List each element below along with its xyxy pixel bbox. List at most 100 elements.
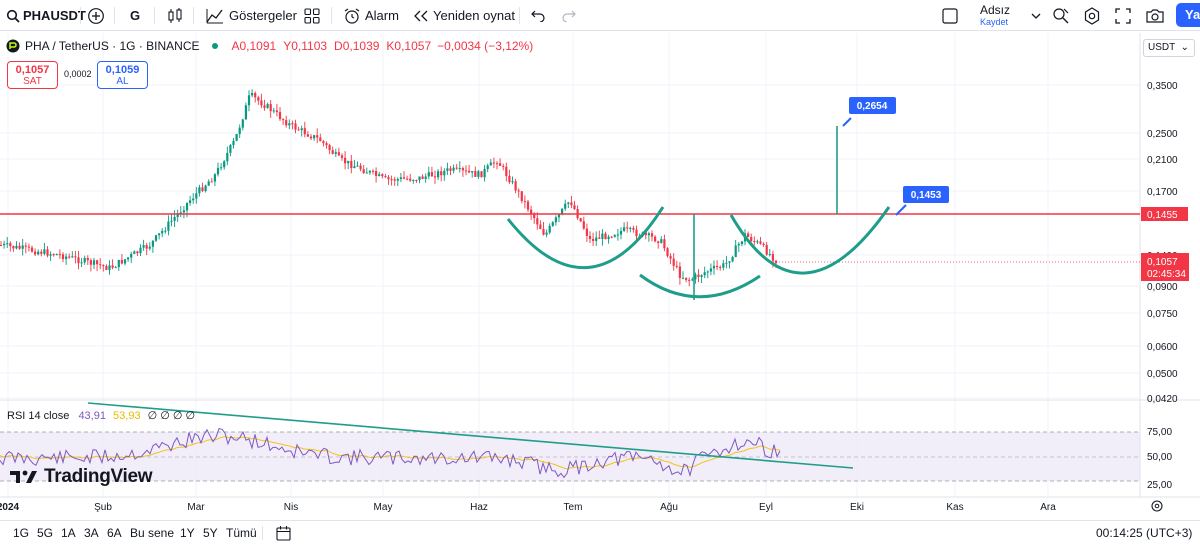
goto-date-calendar-icon[interactable] [276,525,292,541]
candle-body [632,227,635,230]
candle-body [712,265,716,269]
range-6m[interactable]: 6A [107,526,122,540]
bottom-separator [262,526,263,540]
rsi-ma-value: 53,93 [113,410,141,422]
redo-button[interactable] [562,0,576,31]
range-1d[interactable]: 1G [13,526,30,540]
rsi-legend[interactable]: RSI 14 close 43,91 53,93 ∅ ∅ ∅ ∅ [7,409,195,422]
candle-body [629,227,632,229]
candle-body [393,179,396,181]
candle-body [709,268,712,272]
publish-button[interactable]: Yay [1176,3,1200,27]
candle-body [192,198,195,201]
candle-body [229,145,232,153]
fullscreen-button[interactable] [1115,0,1131,31]
layout-menu-button[interactable] [1031,0,1041,31]
candle-body [356,165,359,167]
templates-button[interactable] [304,0,320,31]
bottom-toolbar: 1G 5G 1A 3A 6A Bu sene 1Y 5Y Tümü 00:14:… [0,520,1200,544]
candle-body [657,241,660,243]
candle-body [409,178,412,181]
price-tick-label: 0,3500 [1147,81,1178,92]
range-ytd[interactable]: Bu sene [130,526,175,540]
currency-select[interactable]: USDT ⌄ [1143,39,1195,57]
target-callout[interactable] [849,97,896,114]
candle-body [334,152,337,154]
axis-settings-button[interactable] [1151,500,1163,512]
candle-body [120,259,123,264]
candle-body [278,112,282,120]
candle-body [216,167,220,175]
candle-body [71,256,74,258]
price-tick-label: 0,0900 [1147,282,1178,293]
snapshot-button[interactable] [1145,0,1165,31]
range-1y[interactable]: 1Y [180,526,195,540]
sell-button[interactable]: 0,1057 SAT [7,61,58,89]
candle-body [55,254,58,256]
range-1m[interactable]: 1A [61,526,76,540]
candle-body [130,253,133,258]
price-axis[interactable]: 0,35000,25000,21000,17000,14000,09000,07… [1147,81,1178,405]
indicators-label: Göstergeler [229,8,297,23]
breakout-callout[interactable] [903,186,949,203]
compare-button[interactable] [87,0,105,31]
candle-body [52,254,55,256]
time-axis[interactable]: 2024 Şub Mar Nis May Haz Tem Ağu Eyl Eki Kas Ara [0,502,1056,513]
candle-body [768,254,771,256]
candle-body [319,137,322,142]
candle-body [30,247,34,252]
replay-label: Yeniden oynat [433,8,515,23]
bottom-cup-arc[interactable] [639,273,761,299]
range-all[interactable]: Tümü [226,526,257,540]
timezone-clock[interactable]: 00:14:25 (UTC+3) [1096,526,1193,540]
price-tick-label: 0,2500 [1147,129,1178,140]
symbol-search[interactable]: PHAUSDT [6,0,86,31]
candle-body [430,172,433,177]
candle-body [688,279,691,281]
candle-body [573,205,576,210]
interval-button[interactable]: G [130,8,141,23]
candle-body [554,217,557,223]
chart-area[interactable]: 0,2654 0,1453 0,3500 0,2500 0,2100 0,1700 0,… [0,32,1200,520]
layout-name[interactable]: Adsız [980,3,1011,17]
left-cup-arc[interactable] [506,206,665,269]
candle-body [582,221,585,229]
alert-button[interactable]: Alarm [343,0,399,31]
undo-button[interactable] [531,0,545,31]
buy-price: 0,1059 [105,64,140,76]
replay-button[interactable]: Yeniden oynat [413,0,515,31]
rsi-tick-label: 25,00 [1147,480,1172,491]
symbol-title[interactable]: PHA / TetherUS · 1G · BINANCE [25,39,200,53]
price-tick-label: 0,0600 [1147,342,1178,353]
candle-body [511,181,514,183]
price-chart[interactable]: 0,2654 0,1453 0,3500 0,2500 0,2100 0,1700 0,… [0,32,1200,520]
candle-body [201,187,204,192]
buy-button[interactable]: 0,1059 AL [97,61,148,89]
candle-body [368,170,371,173]
candle-body [247,95,251,106]
range-3m[interactable]: 3A [84,526,99,540]
grid-icon [304,7,320,24]
candle-body [539,224,542,229]
chart-type-button[interactable] [167,0,183,31]
layout-checkbox[interactable] [942,0,958,31]
rsi-value: 43,91 [78,410,106,422]
candle-body [43,249,46,254]
candle-body [15,245,18,249]
range-5d[interactable]: 5G [37,526,54,540]
quick-search-button[interactable] [1052,0,1070,31]
rsi-trendline[interactable] [87,402,854,469]
candle-body [508,176,511,183]
candle-body [623,227,626,231]
settings-button[interactable] [1083,0,1101,31]
tradingview-logo[interactable]: TradingView [10,466,153,488]
range-5y[interactable]: 5Y [203,526,218,540]
ohlc-close: K0,1057 [386,39,432,53]
indicators-button[interactable]: Göstergeler [206,0,297,31]
candle-body [765,244,768,255]
time-tick-label: Kas [946,502,963,513]
right-cup-arc[interactable] [729,206,891,275]
candle-body [213,174,216,182]
candle-body [495,163,499,165]
symbol-legend: PHA / TetherUS · 1G · BINANCE A0,1091 Y0… [6,39,533,53]
